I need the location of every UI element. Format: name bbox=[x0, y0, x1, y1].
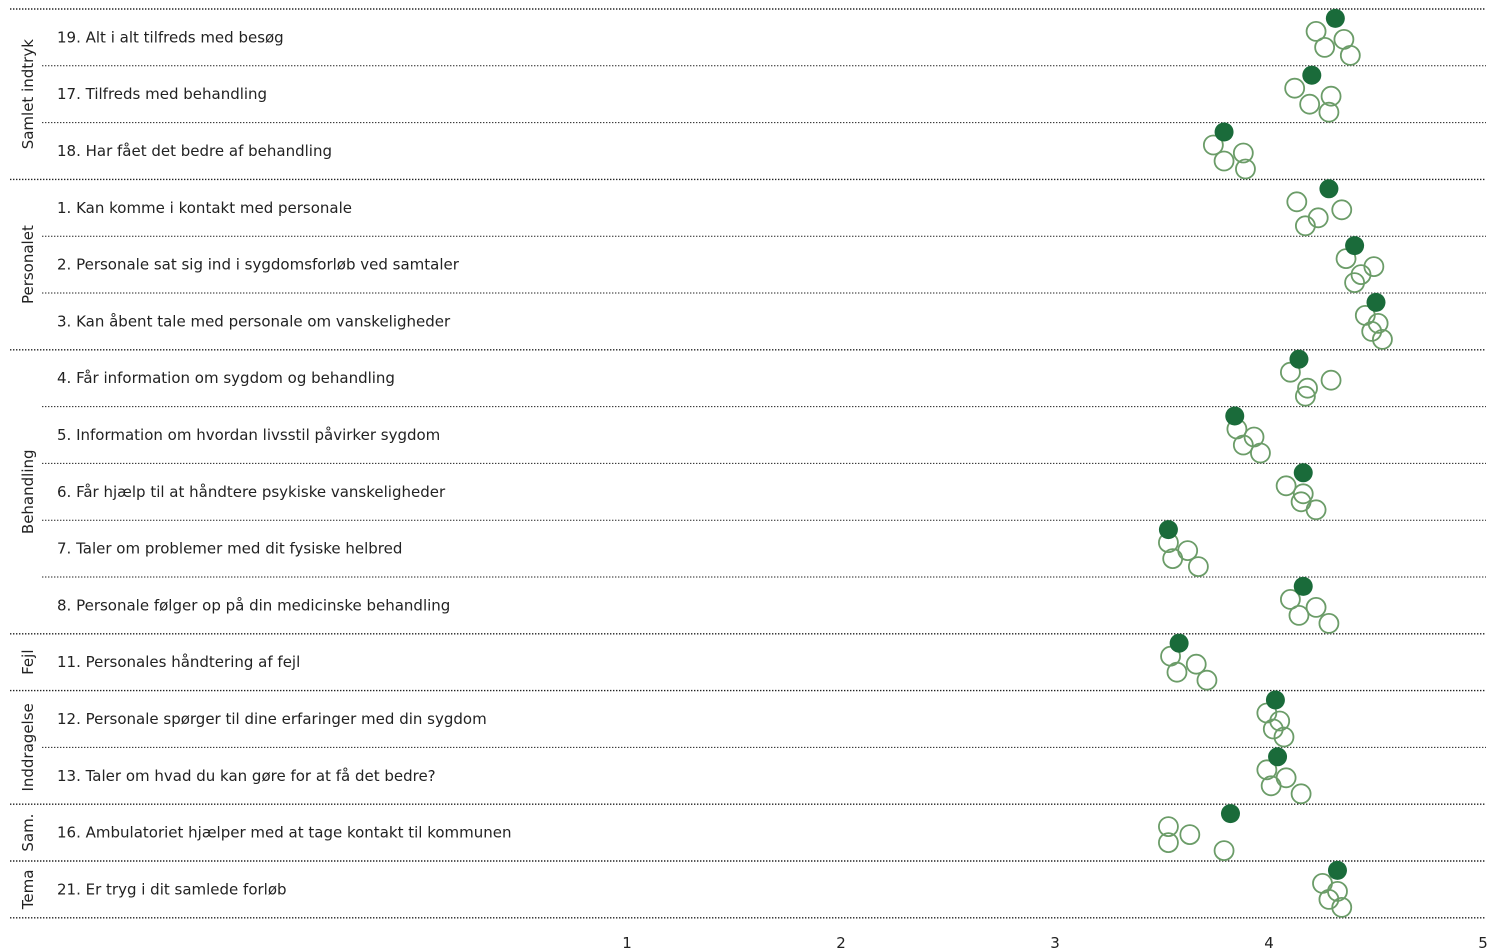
comparison-point bbox=[1299, 93, 1321, 115]
comparison-point bbox=[1339, 45, 1361, 66]
question-label: 1. Kan komme i kontakt med personale bbox=[57, 199, 352, 217]
group-label: Inddragelse bbox=[19, 703, 37, 791]
comparison-point bbox=[1273, 726, 1295, 748]
question-label: 19. Alt i alt tilfreds med besøg bbox=[57, 28, 284, 46]
comparison-point bbox=[1305, 499, 1327, 521]
result-point bbox=[1289, 349, 1309, 369]
comparison-point bbox=[1361, 320, 1383, 342]
question-label: 2. Personale sat sig ind i sygdomsforløb… bbox=[57, 256, 460, 274]
comparison-point bbox=[1292, 483, 1314, 505]
comparison-point bbox=[1290, 783, 1312, 805]
comparison-point bbox=[1318, 613, 1340, 634]
result-point bbox=[1220, 804, 1240, 824]
result-point bbox=[1327, 860, 1347, 880]
comparison-point bbox=[1177, 540, 1199, 561]
result-point bbox=[1302, 65, 1322, 85]
group-label: Sam. bbox=[19, 814, 37, 852]
comparison-point bbox=[1367, 312, 1389, 334]
comparison-point bbox=[1327, 881, 1348, 902]
question-label: 13. Taler om hvad du kan gøre for at få … bbox=[57, 767, 436, 785]
comparison-point bbox=[1232, 142, 1254, 164]
result-point bbox=[1366, 292, 1386, 312]
grid-lines bbox=[10, 8, 1486, 919]
x-tick-label: 2 bbox=[836, 934, 846, 951]
comparison-point bbox=[1305, 597, 1327, 618]
x-tick-label: 4 bbox=[1264, 934, 1274, 951]
comparison-point bbox=[1363, 256, 1385, 278]
question-label: 8. Personale følger op på din medicinske… bbox=[57, 596, 450, 614]
result-point bbox=[1225, 406, 1245, 426]
group-label: Personalet bbox=[19, 225, 37, 304]
question-label: 7. Taler om problemer med dit fysiske he… bbox=[57, 540, 402, 558]
group-label: Tema bbox=[19, 870, 37, 911]
question-labels: 19. Alt i alt tilfreds med besøg 17. Tilf… bbox=[57, 28, 512, 898]
comparison-point bbox=[1297, 377, 1318, 399]
result-point bbox=[1293, 463, 1313, 483]
comparison-point bbox=[1288, 605, 1310, 626]
comparison-point bbox=[1318, 101, 1340, 123]
comparison-point bbox=[1294, 385, 1316, 407]
comparison-point bbox=[1331, 897, 1353, 918]
comparison-point bbox=[1314, 37, 1336, 58]
question-label: 5. Information om hvordan livsstil påvir… bbox=[57, 426, 440, 444]
x-tick-label: 1 bbox=[622, 934, 632, 951]
result-point bbox=[1169, 633, 1189, 653]
comparison-point bbox=[1320, 369, 1342, 391]
result-point bbox=[1158, 520, 1178, 540]
question-label: 17. Tilfreds med behandling bbox=[57, 85, 267, 103]
group-label: Samlet indtryk bbox=[19, 39, 37, 149]
question-label: 6. Får hjælp til at håndtere psykiske va… bbox=[57, 483, 446, 501]
comparison-point bbox=[1187, 556, 1209, 577]
data-points bbox=[1158, 8, 1393, 918]
result-point bbox=[1293, 576, 1313, 596]
comparison-point bbox=[1250, 442, 1271, 464]
comparison-point bbox=[1256, 759, 1278, 781]
comparison-point bbox=[1275, 475, 1297, 497]
comparison-point bbox=[1269, 710, 1291, 732]
group-label: Fejl bbox=[19, 650, 37, 675]
comparison-point bbox=[1232, 434, 1254, 456]
x-axis: 1 2 3 4 5 bbox=[622, 934, 1488, 951]
comparison-point bbox=[1284, 77, 1306, 99]
comparison-point bbox=[1213, 840, 1235, 861]
comparison-point bbox=[1262, 718, 1284, 740]
result-point bbox=[1345, 236, 1365, 256]
x-tick-label: 5 bbox=[1478, 934, 1488, 951]
comparison-point bbox=[1196, 669, 1218, 691]
comparison-point bbox=[1331, 199, 1353, 221]
result-point bbox=[1265, 690, 1285, 710]
comparison-point bbox=[1158, 816, 1179, 837]
comparison-point bbox=[1280, 589, 1301, 610]
result-point bbox=[1214, 122, 1234, 142]
question-label: 21. Er tryg i dit samlede forløb bbox=[57, 880, 287, 898]
comparison-point bbox=[1185, 653, 1207, 675]
result-point bbox=[1268, 747, 1288, 767]
comparison-point bbox=[1305, 20, 1327, 42]
result-point bbox=[1325, 8, 1345, 28]
comparison-point bbox=[1213, 150, 1235, 172]
comparison-point bbox=[1286, 191, 1308, 213]
comparison-point bbox=[1202, 134, 1224, 156]
comparison-point bbox=[1372, 328, 1393, 350]
comparison-point bbox=[1275, 767, 1297, 789]
question-label: 12. Personale spørger til dine erfaringe… bbox=[57, 710, 487, 728]
group-labels: Samlet indtryk Personalet Behandling Fejl In… bbox=[19, 39, 37, 910]
comparison-point bbox=[1320, 85, 1342, 107]
group-label: Behandling bbox=[19, 449, 37, 534]
comparison-point bbox=[1179, 824, 1201, 845]
question-label: 16. Ambulatoriet hjælper med at tage kon… bbox=[57, 824, 512, 842]
question-label: 4. Får information om sygdom og behandli… bbox=[57, 369, 395, 387]
comparison-point bbox=[1344, 272, 1365, 294]
x-tick-label: 3 bbox=[1050, 934, 1060, 951]
question-label: 11. Personales håndtering af fejl bbox=[57, 653, 300, 671]
comparison-point bbox=[1166, 661, 1188, 683]
question-label: 18. Har fået det bedre af behandling bbox=[57, 142, 332, 160]
result-point bbox=[1319, 179, 1339, 199]
question-label: 3. Kan åbent tale med personale om vansk… bbox=[57, 312, 451, 330]
comparison-point bbox=[1235, 158, 1256, 180]
comparison-point bbox=[1158, 832, 1179, 853]
comparison-point bbox=[1294, 215, 1316, 237]
